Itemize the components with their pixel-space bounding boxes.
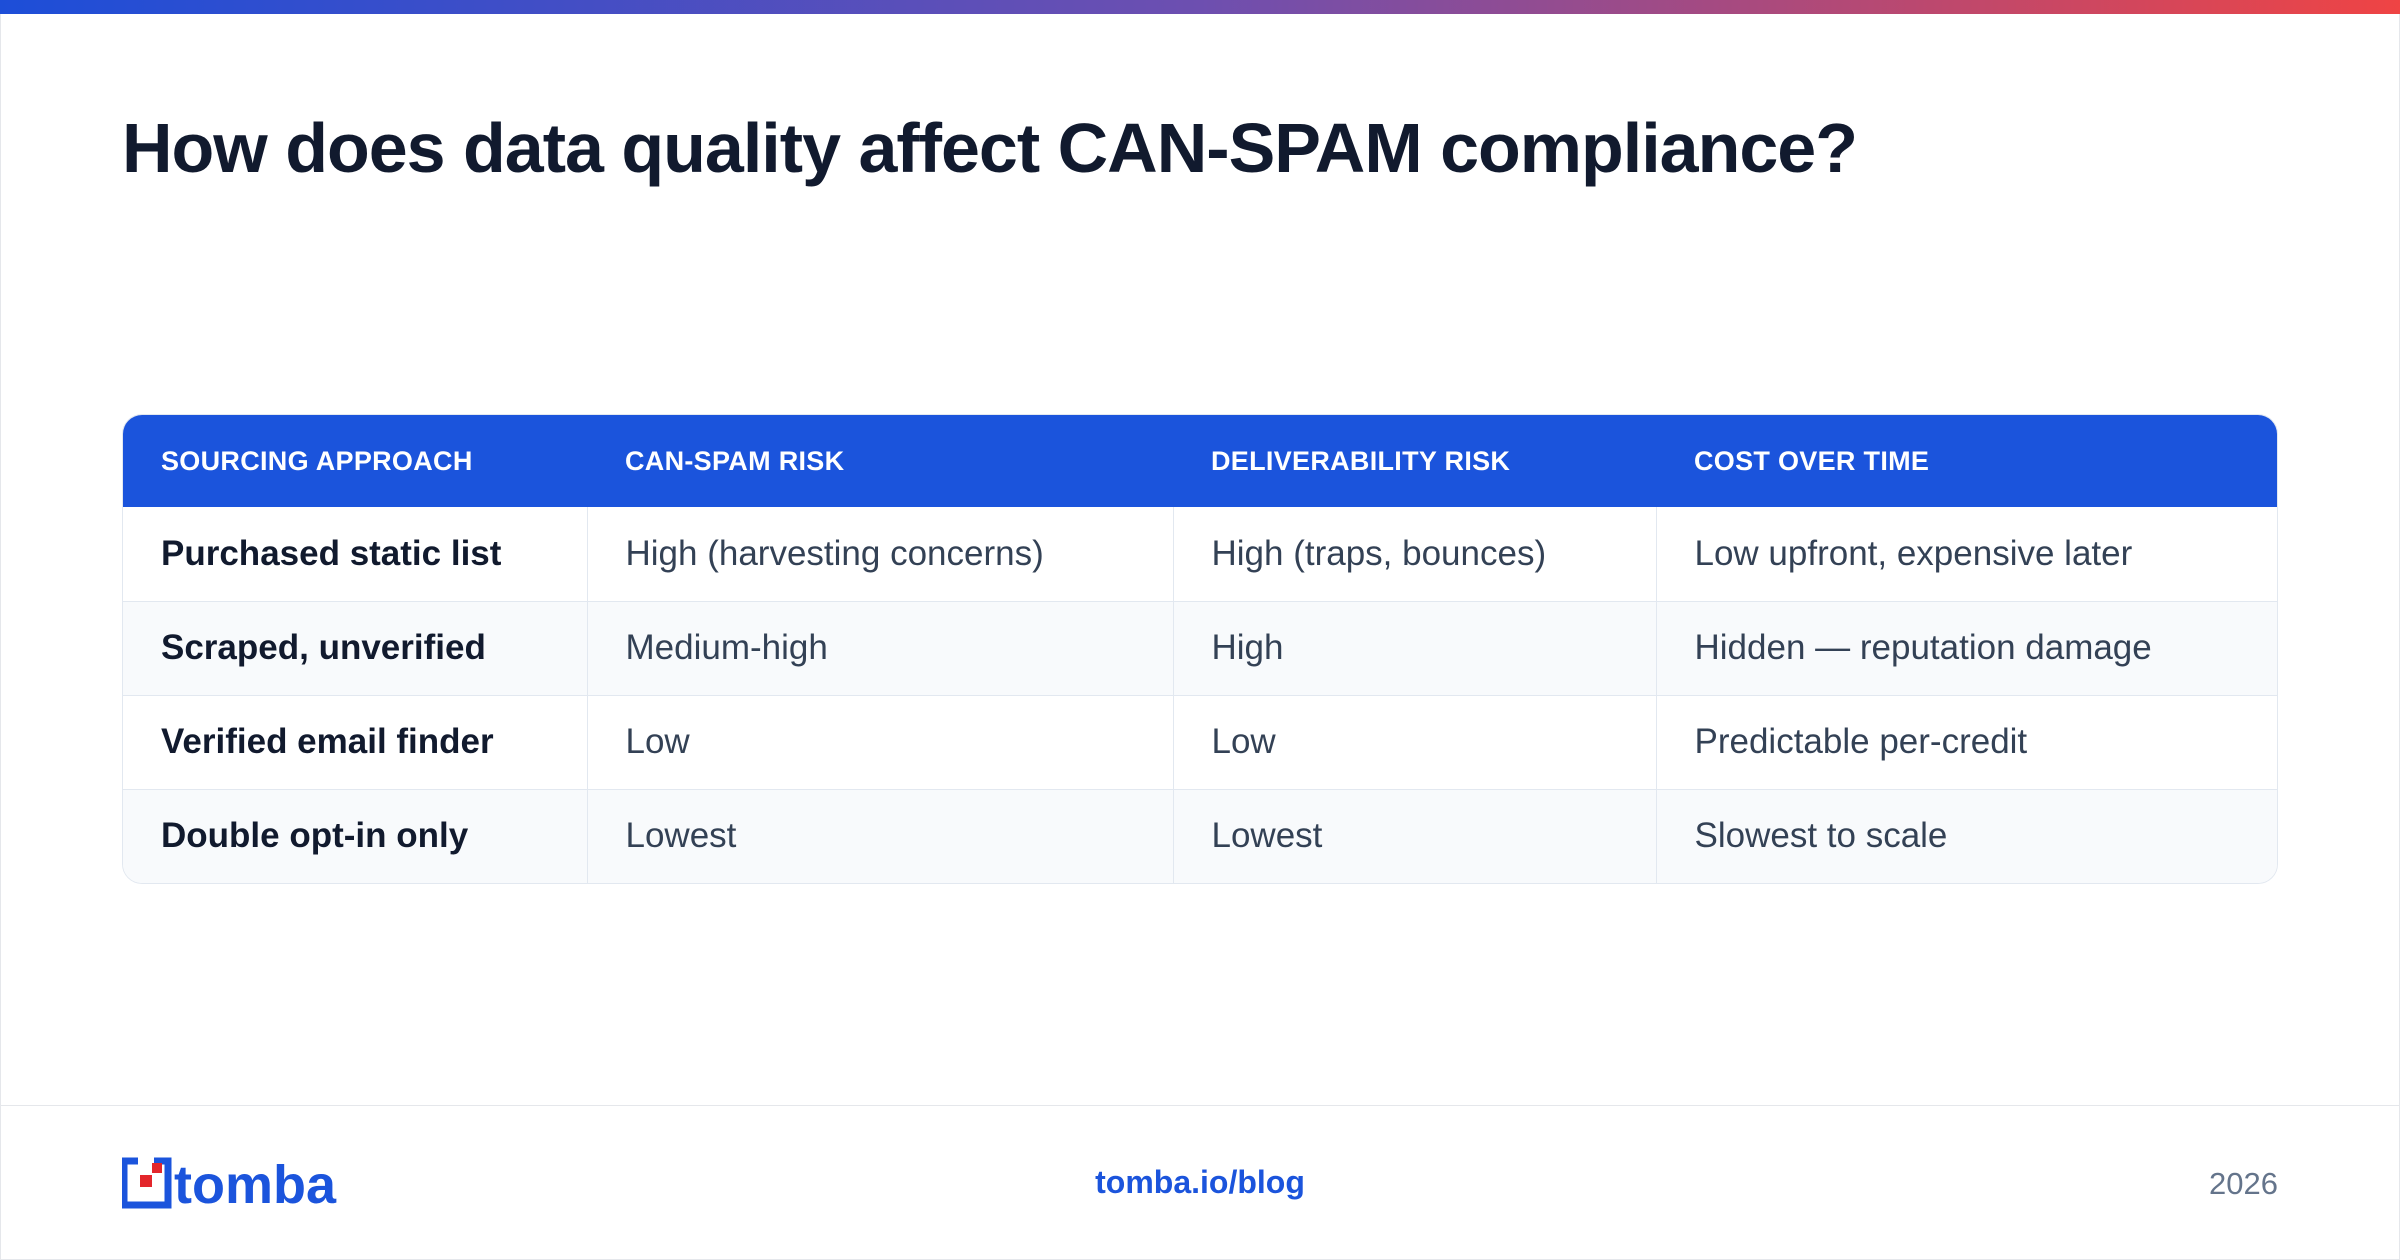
table-cell: Low <box>586 694 1173 789</box>
table-cell: Hidden — reputation damage <box>1655 600 2277 695</box>
table-row: Double opt-in only Lowest Lowest Slowest… <box>123 788 2277 883</box>
table-cell: High (harvesting concerns) <box>586 507 1173 601</box>
row-label: Purchased static list <box>161 533 502 573</box>
table-cell: Slowest to scale <box>1655 788 2277 883</box>
row-label: Double opt-in only <box>123 788 587 883</box>
footer-year: 2026 <box>2209 1166 2278 1201</box>
tomba-logo-mark: tomba <box>122 1157 337 1211</box>
gradient-top-bar <box>0 0 2400 14</box>
table-cell: High (traps, bounces) <box>1172 507 1656 601</box>
row-label: Verified email finder <box>123 694 587 789</box>
table-cell: Lowest <box>586 788 1173 883</box>
column-header-sourcing-approach: SOURCING APPROACH <box>161 445 473 476</box>
row-label: Scraped, unverified <box>123 600 587 695</box>
page-title: How does data quality affect CAN-SPAM co… <box>122 109 1858 187</box>
column-header-cost-over-time: COST OVER TIME <box>1694 445 1930 476</box>
table-cell: High <box>1172 600 1656 695</box>
table-cell: Predictable per-credit <box>1655 694 2277 789</box>
table-cell: Lowest <box>1172 788 1656 883</box>
table-row: Verified email finder Low Low Predictabl… <box>123 694 2277 789</box>
table-cell: Low <box>1172 694 1656 789</box>
column-header-can-spam-risk: CAN-SPAM RISK <box>625 445 845 476</box>
table-cell: Medium-high <box>586 600 1173 695</box>
comparison-table: SOURCING APPROACH CAN-SPAM RISK DELIVERA… <box>122 414 2278 884</box>
blog-link[interactable]: tomba.io/blog <box>1095 1164 1305 1200</box>
table-header-row: SOURCING APPROACH CAN-SPAM RISK DELIVERA… <box>123 415 2277 507</box>
table-row: Scraped, unverified Medium-high High Hid… <box>123 600 2277 695</box>
column-header-deliverability-risk: DELIVERABILITY RISK <box>1211 445 1511 476</box>
footer-divider <box>0 1105 2400 1106</box>
table-cell: Low upfront, expensive later <box>1655 507 2277 601</box>
svg-text:tomba: tomba <box>174 1157 337 1211</box>
table-row: Purchased static list High (harvesting c… <box>123 507 2277 601</box>
tomba-logo[interactable]: tomba <box>122 1157 378 1211</box>
